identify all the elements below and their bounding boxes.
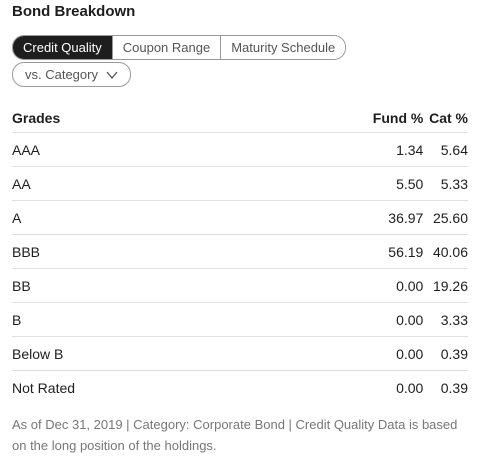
table-row: BBB 56.19 40.06: [12, 234, 468, 269]
chevron-icon: [106, 71, 118, 79]
tab-bar: Credit Quality Coupon Range Maturity Sched…: [12, 35, 347, 60]
value-cell: 19.26: [423, 268, 468, 303]
grade-cell: B: [12, 302, 85, 337]
tab[interactable]: Maturity Schedule: [220, 36, 346, 59]
value-cell: 0.00: [84, 268, 424, 303]
value-cell: 25.60: [423, 200, 468, 235]
table-row: AAA 1.34 5.64: [12, 132, 468, 167]
table-row: Below B 0.00 0.39: [12, 336, 468, 371]
column-header: Fund %: [372, 110, 424, 126]
grade-cell: AAA: [12, 132, 85, 167]
footnote: As of Dec 31, 2019 | Category: Corporate…: [12, 417, 458, 453]
value-cell: 5.33: [423, 166, 468, 201]
tab[interactable]: Credit Quality: [13, 36, 112, 59]
table-row: BB 0.00 19.26: [12, 268, 468, 303]
value-cell: 1.34: [84, 132, 424, 167]
value-cell: 56.19: [84, 234, 424, 269]
grade-cell: BB: [12, 268, 85, 303]
credit-quality-table: Grades Fund % Cat % AAA 1.34 5.64 AA 5.50 5.33 A…: [12, 104, 468, 404]
value-cell: 5.50: [84, 166, 424, 201]
value-cell: 0.00: [84, 336, 424, 371]
grade-cell: BBB: [12, 234, 85, 269]
value-cell: 40.06: [423, 234, 468, 269]
value-cell: 5.64: [423, 132, 468, 167]
value-cell: 3.33: [423, 302, 468, 337]
column-header: Cat %: [429, 110, 468, 126]
header-row: Grades Fund % Cat %: [12, 104, 468, 133]
tab[interactable]: Coupon Range: [111, 36, 221, 59]
value-cell: 0.39: [423, 370, 468, 404]
grade-cell: Not Rated: [12, 370, 85, 404]
grade-cell: Below B: [12, 336, 85, 371]
table-row: A 36.97 25.60: [12, 200, 468, 235]
dropdown-label: vs. Category: [25, 67, 98, 82]
value-cell: 36.97: [84, 200, 424, 235]
category-dropdown[interactable]: vs. Category: [12, 62, 131, 87]
grade-cell: AA: [12, 166, 85, 201]
value-cell: 0.39: [423, 336, 468, 371]
column-header: Grades: [12, 110, 61, 126]
table-row: Not Rated 0.00 0.39: [12, 370, 468, 404]
title: Bond Breakdown: [12, 3, 136, 20]
table-row: AA 5.50 5.33: [12, 166, 468, 201]
table-row: B 0.00 3.33: [12, 302, 468, 337]
value-cell: 0.00: [84, 370, 424, 404]
value-cell: 0.00: [84, 302, 424, 337]
grade-cell: A: [12, 200, 85, 235]
